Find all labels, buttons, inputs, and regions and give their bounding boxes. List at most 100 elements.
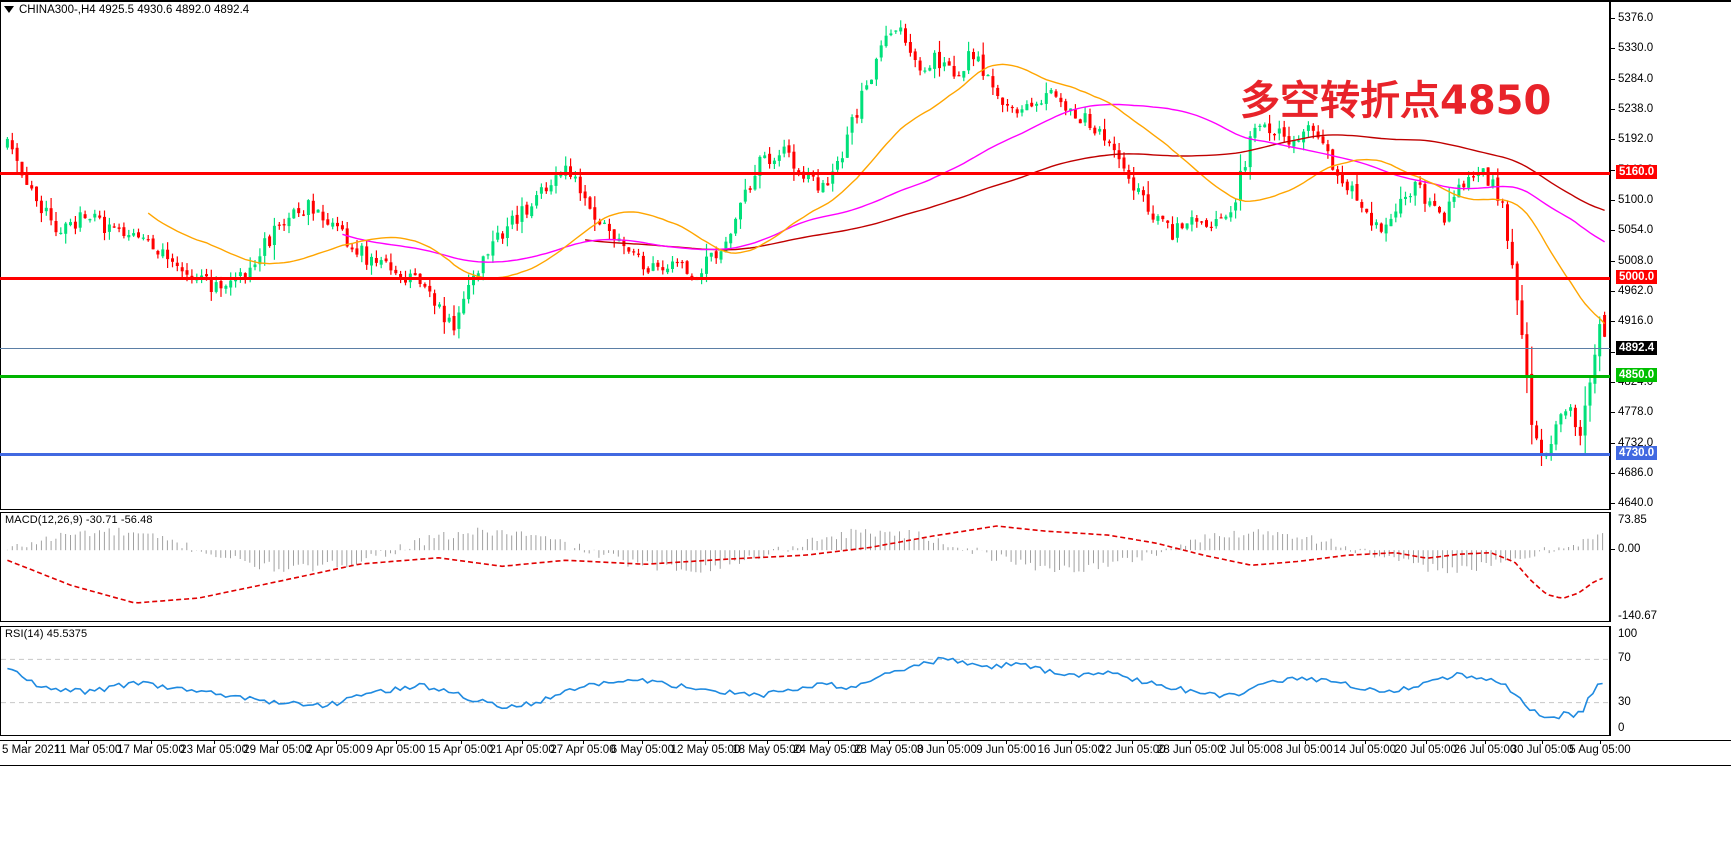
price-tick-label: 5284.0	[1618, 72, 1654, 85]
symbol-ohlc-label: CHINA300-,H4 4925.5 4930.6 4892.0 4892.4	[19, 3, 250, 16]
time-axis-label: 29 Mar 05:00	[243, 744, 312, 756]
price-tick	[1610, 382, 1615, 383]
macd-title: MACD(12,26,9) -30.71 -56.48	[5, 514, 153, 526]
price-tick	[1610, 169, 1615, 171]
time-axis-label: 26 Jul 05:00	[1453, 744, 1517, 756]
time-axis-tick	[277, 741, 279, 744]
price-tick-label: 4778.0	[1618, 406, 1654, 419]
time-axis-label: 12 May 05:00	[670, 744, 741, 756]
rsi-tick-label: 30	[1618, 695, 1631, 708]
macd-axis-line	[1610, 512, 1611, 622]
price-scale[interactable]: 5376.0 5330.0 5284.0 5238.0 5192.0 5146.0 5100…	[1610, 2, 1731, 510]
time-axis-label: 21 Apr 05:00	[489, 744, 555, 756]
time-axis-tick	[946, 741, 948, 744]
time-axis-label: 16 Jun 05:00	[1037, 744, 1104, 756]
time-axis-label: 20 Jul 05:00	[1394, 744, 1457, 756]
time-axis-label: 18 May 05:00	[732, 744, 802, 756]
rsi-scale: 100 70 30 0	[1610, 626, 1731, 736]
macd-tick-label: 0.00	[1618, 543, 1641, 556]
time-axis-tick	[26, 741, 28, 744]
rsi-plot-area	[1, 627, 1609, 735]
time-axis-tick	[642, 741, 644, 744]
time-axis-tick	[1364, 741, 1366, 744]
price-tick-label: 5192.0	[1618, 133, 1654, 146]
price-tick	[1610, 108, 1615, 110]
time-axis-tick	[1006, 741, 1008, 744]
price-tick-label: 5100.0	[1618, 193, 1654, 206]
rsi-tick-label: 100	[1618, 628, 1638, 640]
price-tick	[1610, 17, 1615, 19]
time-axis-label: 15 Apr 05:00	[427, 744, 494, 756]
time-axis-tick	[522, 741, 524, 744]
price-tick-label: 4870.0	[1618, 345, 1654, 358]
time-axis-label: 22 Jun 05:00	[1099, 744, 1166, 756]
time-axis-tick	[705, 741, 707, 744]
rsi-tick-label: 70	[1618, 652, 1631, 665]
price-tick-label: 4686.0	[1618, 467, 1654, 480]
price-tick-label: 5054.0	[1618, 224, 1654, 237]
rsi-panel[interactable]: RSI(14) 45.5375	[0, 626, 1610, 736]
rsi-title: RSI(14) 45.5375	[5, 628, 88, 640]
price-tick	[1610, 230, 1615, 232]
macd-panel[interactable]: MACD(12,26,9) -30.71 -56.48	[0, 512, 1610, 622]
price-tick-label: 5238.0	[1618, 102, 1654, 115]
time-axis-tick	[827, 741, 829, 744]
symbol-header: CHINA300-,H4 4925.5 4930.6 4892.0 4892.4	[0, 2, 249, 17]
price-tick-label: 5146.0	[1618, 163, 1654, 176]
time-axis-tick	[767, 741, 769, 744]
time-axis-tick	[1304, 741, 1306, 744]
price-tick	[1610, 199, 1615, 201]
time-axis-tick	[1425, 741, 1427, 744]
time-axis-label: 14 Jul 05:00	[1333, 744, 1397, 756]
time-axis-label: 17 Mar 05:00	[117, 744, 185, 756]
time-axis-tick	[460, 741, 462, 744]
price-tick-label: 4824.0	[1618, 376, 1654, 388]
time-axis-tick	[1070, 741, 1072, 744]
time-axis-tick	[1190, 741, 1192, 744]
time-axis-label: 2 Jul 05:00	[1219, 744, 1277, 756]
time-axis-label: 30 Jul 05:00	[1510, 744, 1574, 756]
price-chart-panel[interactable]	[0, 2, 1610, 510]
price-tick	[1610, 78, 1615, 80]
time-axis-tick	[1132, 741, 1134, 744]
price-tick-label: 5008.0	[1618, 254, 1654, 267]
time-axis-tick	[395, 741, 397, 744]
price-tick	[1610, 412, 1615, 414]
triangle-down-icon[interactable]	[4, 6, 14, 13]
time-axis-tick	[335, 741, 337, 744]
price-tick	[1610, 139, 1615, 141]
time-axis-tick	[1484, 741, 1486, 744]
time-axis-label: 2 Apr 05:00	[306, 744, 366, 756]
price-tick	[1610, 48, 1615, 50]
time-axis-tick	[1600, 741, 1601, 744]
price-tick	[1610, 260, 1615, 262]
chart-annotation-text: 多空转折点4850	[1240, 78, 1552, 124]
price-tick	[1610, 442, 1615, 444]
time-axis-label: 23 Mar 05:00	[180, 744, 248, 756]
time-axis-label: 6 May 05:00	[610, 744, 675, 756]
price-tick	[1610, 351, 1615, 353]
price-tick	[1610, 290, 1615, 292]
time-axis-tick	[583, 741, 584, 744]
time-axis-label: 3 Jun 05:00	[916, 744, 977, 756]
window-top-border	[0, 0, 1731, 2]
macd-tick-label: -140.67	[1618, 610, 1658, 622]
time-axis-label: 28 Jun 05:00	[1156, 744, 1224, 756]
time-axis-tick	[1542, 741, 1544, 744]
price-tick-label: 4640.0	[1618, 497, 1654, 510]
price-tick	[1610, 503, 1615, 505]
price-tick-label: 5330.0	[1618, 42, 1654, 55]
macd-scale: 73.85 0.00 -140.67	[1610, 512, 1731, 622]
rsi-tick-label: 0	[1618, 722, 1625, 734]
time-axis-label: 8 Jul 05:00	[1276, 744, 1333, 756]
time-axis[interactable]: 5 Mar 2021 11 Mar 05:00 17 Mar 05:00 23 Mar…	[0, 740, 1731, 766]
time-axis-label: 24 May 05:00	[793, 744, 863, 756]
price-tick-label: 4962.0	[1618, 284, 1654, 297]
time-axis-label: 11 Mar 05:00	[54, 744, 122, 756]
macd-tick-label: 73.85	[1618, 514, 1647, 526]
time-axis-label: 9 Apr 05:00	[366, 744, 426, 756]
rsi-axis-line	[1610, 626, 1611, 736]
price-axis-line	[1610, 2, 1611, 510]
time-axis-tick	[1248, 741, 1250, 744]
macd-tick	[1610, 549, 1615, 551]
